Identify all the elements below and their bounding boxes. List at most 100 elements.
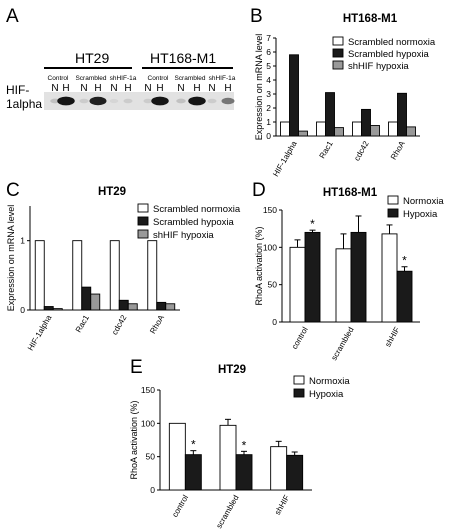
bar [286, 454, 304, 491]
x-tick-label: RhoA [148, 313, 166, 335]
panel-a-letter: A [6, 6, 19, 27]
bar [396, 270, 413, 323]
bar [298, 130, 308, 137]
x-tick-label: HIF-1alpha [271, 139, 299, 178]
blot-band [143, 98, 153, 104]
blot-band [151, 96, 169, 106]
panel-c-letter: C [6, 180, 20, 201]
y-tick-label: 4 [266, 75, 271, 85]
bar [289, 54, 299, 137]
y-tick-label: 100 [141, 418, 155, 428]
y-axis-label: Expression on mRNA level [254, 34, 264, 141]
chart-panel-e: HT29 RhoA activation (%) 0 50 100 150 * control… [129, 364, 350, 530]
blot-band [79, 98, 89, 104]
bar [361, 108, 371, 137]
legend-swatch [332, 36, 344, 46]
chart-panel-c: HT29 Expression on mRNA level 0 1 HIF-1alpha… [6, 186, 241, 352]
legend-swatch [332, 60, 344, 70]
bar [270, 446, 288, 491]
blot-lane-label: H [224, 83, 231, 94]
bar [381, 233, 398, 323]
blot-lane-label: H [156, 83, 163, 94]
bar [289, 246, 306, 323]
cell-line-label-ht168: HT168-M1 [150, 50, 216, 66]
x-tick-label: scrambled [214, 494, 240, 530]
panel-e-letter: E [130, 357, 143, 378]
legend-swatch [137, 229, 149, 239]
x-tick-label: shHIF [383, 325, 402, 348]
legend-swatch [387, 195, 399, 205]
legend-label: Normoxia [309, 376, 350, 387]
blot-group-label: Scrambled [174, 75, 205, 82]
blot-bands [50, 96, 235, 106]
y-tick-label: 0 [272, 317, 277, 327]
blot-band [57, 96, 75, 106]
blot-group-label: Control [48, 75, 70, 82]
y-tick-label: 150 [263, 205, 277, 215]
blot-band [89, 96, 107, 106]
bar [184, 454, 202, 491]
legend-swatch [387, 208, 399, 218]
blot-lane-label: H [193, 83, 200, 94]
y-tick-label: 50 [268, 280, 278, 290]
x-tick-label: cdc42 [110, 313, 129, 336]
panel-b-letter: B [250, 6, 263, 27]
bar [109, 240, 120, 311]
bar [406, 126, 416, 137]
bar [352, 121, 362, 137]
chart-title: HT29 [218, 364, 246, 376]
blot-band [221, 97, 235, 105]
blot-lane-label: H [124, 83, 131, 94]
bar [325, 92, 335, 137]
panel-d-letter: D [252, 180, 266, 201]
bar [388, 121, 398, 137]
legend-swatch [332, 48, 344, 58]
x-tick-label: control [290, 325, 310, 350]
bar [370, 125, 380, 137]
blot-group-label: Control [148, 75, 170, 82]
legend-label: Normoxia [403, 196, 444, 207]
bar [43, 306, 54, 311]
panel-a: A HT29 HT168-M1 Control Scrambled shHIF-1a… [6, 6, 236, 111]
x-tick-label: RhoA [389, 139, 407, 161]
legend-swatch [137, 203, 149, 213]
blot-row-label-line1: HIF- [6, 83, 29, 97]
blot-lane-label: N [110, 83, 117, 94]
y-tick-label: 2 [266, 103, 271, 113]
bar [118, 299, 129, 311]
blot-group-label: shHIF-1a [209, 75, 236, 82]
bar [235, 454, 253, 491]
bar [334, 127, 344, 137]
bar [90, 293, 101, 311]
y-tick-label: 3 [266, 89, 271, 99]
blot-lane-label: N [177, 83, 184, 94]
blot-band [109, 98, 119, 104]
legend-label: shHIF hypoxia [348, 61, 409, 72]
blot-band [123, 98, 133, 104]
y-axis-label: RhoA activation (%) [254, 226, 264, 305]
bar [34, 240, 45, 311]
bar [350, 231, 367, 323]
bar [147, 240, 158, 311]
bar [127, 303, 138, 311]
legend-label: shHIF hypoxia [153, 230, 214, 241]
legend-label: Scrambled normoxia [348, 37, 436, 48]
x-tick-label: cdc42 [352, 139, 371, 162]
x-tick-label: control [170, 493, 190, 518]
bar [72, 240, 83, 311]
significance-star: * [310, 217, 315, 231]
blot-group-labels: Control Scrambled shHIF-1a Control Scrambled… [48, 75, 236, 82]
bar [316, 121, 326, 137]
y-axis-label: Expression on mRNA level [6, 205, 16, 312]
y-tick-label: 100 [263, 242, 277, 252]
blot-band [176, 98, 186, 104]
blot-lane-label: N [208, 83, 215, 94]
legend-label: Scrambled hypoxia [153, 217, 235, 228]
blot-lane-label: N [80, 83, 87, 94]
bar [81, 286, 92, 311]
y-tick-label: 0 [266, 131, 271, 141]
legend-label: Scrambled normoxia [153, 204, 241, 215]
y-tick-label: 1 [20, 236, 25, 246]
